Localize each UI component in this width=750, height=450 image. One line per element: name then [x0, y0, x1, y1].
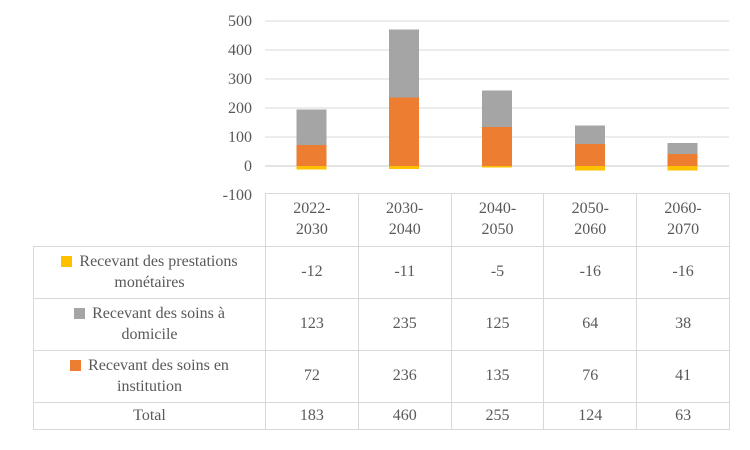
total-value-cell: 460 — [357, 402, 452, 430]
chart-data-table: 2022- 2030 2030- 2040 2040- 2050 2050- 2060 2060… — [33, 193, 730, 430]
total-label: Total — [33, 402, 266, 430]
value-cell: 135 — [450, 350, 545, 403]
bar-segment — [482, 126, 512, 166]
table-row: Recevant des prestations monétaires -12 -11… — [33, 246, 730, 299]
value-cell: 76 — [543, 350, 638, 403]
y-axis-tick-label: 0 — [244, 158, 252, 175]
bar-segment — [667, 143, 698, 155]
y-axis-tick-label: 100 — [228, 129, 252, 146]
row-label: Recevant des soins à domicile — [33, 298, 266, 351]
row-label: Recevant des soins en institution — [33, 350, 266, 403]
total-value-cell: 124 — [543, 402, 638, 430]
value-cell: -16 — [543, 246, 638, 299]
value-cell: 236 — [357, 350, 452, 403]
bar-segment — [389, 29, 420, 98]
table-row: Recevant des soins en institution 72 236 135… — [33, 350, 730, 403]
y-axis-tick-label: 400 — [228, 42, 252, 59]
table-corner-cell — [34, 194, 266, 247]
y-axis-tick-label: 200 — [228, 100, 252, 117]
value-cell: -16 — [636, 246, 730, 299]
col-header: 2060- 2070 — [636, 193, 730, 247]
bar-segment — [296, 109, 327, 146]
legend-swatch-icon — [61, 255, 73, 267]
bar-segment — [482, 166, 512, 168]
total-value-cell: 63 — [636, 402, 730, 430]
y-axis-tick-label: 500 — [228, 13, 252, 30]
bar-segment — [389, 97, 420, 166]
legend-swatch-icon — [74, 307, 86, 319]
value-cell: -5 — [450, 246, 545, 299]
total-value-cell: 255 — [450, 402, 545, 430]
bar-segment — [574, 166, 605, 171]
value-cell: 72 — [265, 350, 359, 403]
col-header: 2050- 2060 — [543, 193, 638, 247]
value-cell: 125 — [450, 298, 545, 351]
col-header: 2030- 2040 — [357, 193, 452, 247]
total-value-cell: 183 — [265, 402, 359, 430]
bar-segment — [296, 145, 327, 166]
y-axis-tick-label: 300 — [228, 71, 252, 88]
bar-segment — [482, 90, 512, 127]
total-row: Total 183 460 255 124 63 — [33, 402, 730, 430]
bar-segment — [574, 125, 605, 144]
bar-segment — [389, 166, 420, 170]
bar-segment — [296, 166, 327, 170]
table-row: Recevant des soins à domicile 123 235 125 64 3… — [33, 298, 730, 351]
value-cell: 41 — [636, 350, 730, 403]
col-header: 2040- 2050 — [450, 193, 545, 247]
value-cell: 235 — [357, 298, 452, 351]
legend-swatch-icon — [70, 359, 82, 371]
value-cell: 64 — [543, 298, 638, 351]
value-cell: -12 — [265, 246, 359, 299]
bar-segment — [667, 166, 698, 171]
row-label: Recevant des prestations monétaires — [33, 246, 266, 299]
bar-segment — [574, 143, 605, 166]
value-cell: 123 — [265, 298, 359, 351]
y-axis-tick-label: -100 — [223, 187, 252, 204]
value-cell: -11 — [357, 246, 452, 299]
value-cell: 38 — [636, 298, 730, 351]
bar-segment — [667, 154, 698, 166]
col-header: 2022- 2030 — [265, 193, 359, 247]
